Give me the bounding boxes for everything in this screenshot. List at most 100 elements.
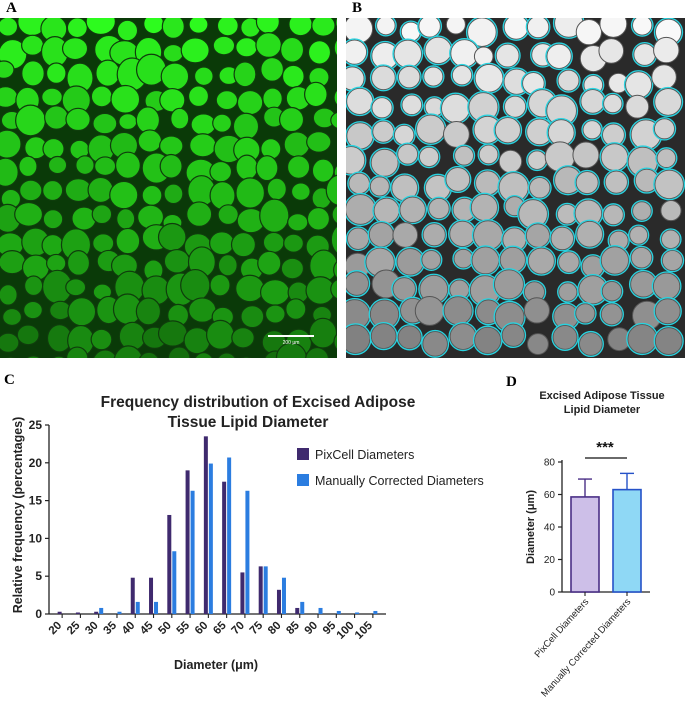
lipid-droplet (503, 18, 529, 40)
lipid-droplet (454, 145, 475, 166)
lipid-droplet (92, 233, 115, 254)
chart-title-line-1: Frequency distribution of Excised Adipos… (101, 394, 416, 411)
lipid-droplet (495, 43, 520, 68)
detected-lipid-circle (630, 200, 653, 223)
lipid-droplet (92, 112, 118, 135)
lipid-droplet (397, 143, 419, 165)
bar-manual (281, 577, 286, 614)
lipid-droplet (653, 36, 680, 64)
lipid-droplet (44, 105, 69, 130)
y-tick-label: 0 (35, 607, 42, 621)
lipid-droplet (498, 149, 523, 174)
lipid-droplet (453, 248, 474, 269)
y-axis-label: Diameter (μm) (525, 490, 537, 564)
lipid-droplet (654, 87, 683, 116)
lipid-droplet (41, 87, 63, 107)
lipid-droplet (558, 251, 580, 273)
adipocyte-image-segmented (346, 18, 685, 358)
bar-manual (172, 551, 177, 614)
lipid-droplet (257, 250, 282, 276)
bar-pixcell (222, 481, 227, 614)
lipid-droplet (396, 247, 425, 276)
detected-lipid-circle (500, 322, 527, 349)
y-tick-label: 60 (544, 490, 556, 501)
lipid-droplet (397, 65, 421, 89)
lipid-droplet (41, 233, 65, 257)
lipid-droplet (557, 69, 580, 92)
x-tick-label: 90 (303, 620, 321, 638)
lipid-droplet (91, 204, 113, 225)
panel-b-label: B (352, 0, 363, 16)
lipid-droplet (262, 87, 283, 110)
lipid-droplet (494, 117, 521, 144)
lipid-droplet (0, 332, 20, 353)
lipid-droplet (162, 43, 184, 63)
lipid-droplet (0, 18, 19, 37)
lipid-droplet (160, 62, 190, 91)
lipid-droplet (278, 106, 305, 133)
lipid-droplet (575, 303, 596, 324)
lipid-droplet (445, 18, 466, 35)
bar-manual (135, 601, 140, 614)
lipid-droplet (424, 36, 453, 65)
lipid-droplet (163, 183, 184, 205)
lipid-droplet (370, 148, 399, 177)
lipid-droplet (660, 229, 681, 250)
lipid-droplet (212, 113, 233, 133)
bar-manual (154, 601, 159, 614)
legend-swatch-manual (297, 474, 309, 486)
lipid-droplet (416, 114, 446, 144)
detected-lipid-circle (655, 147, 678, 170)
lipid-droplet (330, 279, 337, 300)
lipid-droplet (346, 146, 366, 175)
lipid-droplet (582, 120, 602, 140)
bar-manual (245, 490, 250, 614)
lipid-droplet (2, 307, 23, 327)
lipid-droplet (474, 326, 502, 355)
lipid-droplet (141, 184, 163, 206)
lipid-droplet (558, 282, 578, 302)
lipid-droplet (66, 18, 88, 39)
panel-a-label: A (6, 0, 17, 16)
detected-lipid-circle (660, 248, 685, 273)
lipid-droplet (212, 35, 236, 56)
lipid-droplet (115, 227, 141, 255)
lipid-droplet (285, 298, 307, 320)
lipid-droplet (311, 18, 336, 37)
fluorescence-micrograph: 200 µm (0, 18, 337, 358)
lipid-droplet (170, 107, 190, 130)
bar-manual (300, 601, 305, 614)
lipid-droplet (159, 153, 183, 179)
lipid-droplet (478, 144, 499, 165)
detected-lipid-circle (525, 18, 551, 40)
lipid-droplet (109, 180, 139, 210)
lipid-droplet (288, 18, 313, 37)
y-tick-label: 10 (29, 531, 43, 545)
lipid-droplet (189, 133, 217, 158)
lipid-droplet (370, 323, 397, 350)
detected-lipid-circle (574, 302, 597, 325)
x-axis-label: Diameter (μm) (174, 658, 258, 672)
lipid-droplet (25, 355, 41, 358)
lipid-droplet (652, 272, 681, 300)
detected-lipid-circle (421, 221, 448, 248)
lipid-droplet (15, 104, 46, 137)
lipid-droplet (116, 208, 136, 230)
lipid-droplet (501, 323, 526, 347)
lipid-droplet (528, 176, 551, 199)
lipid-droplet (90, 85, 113, 108)
lipid-droplet (602, 204, 624, 226)
detected-lipid-circle (450, 63, 474, 87)
x-tick-label: 50 (156, 620, 174, 638)
lipid-droplet (262, 231, 285, 254)
bar-pixcell (75, 612, 80, 614)
detected-lipid-circle (396, 64, 422, 90)
lipid-droplet (23, 275, 44, 297)
lipid-droplet (87, 176, 114, 204)
lipid-droplet (236, 89, 264, 116)
lipid-droplet (16, 324, 40, 346)
lipid-droplet (21, 34, 45, 56)
x-tick-label: 70 (230, 620, 248, 638)
detected-lipid-circle (653, 168, 685, 201)
lipid-droplet (230, 231, 257, 258)
